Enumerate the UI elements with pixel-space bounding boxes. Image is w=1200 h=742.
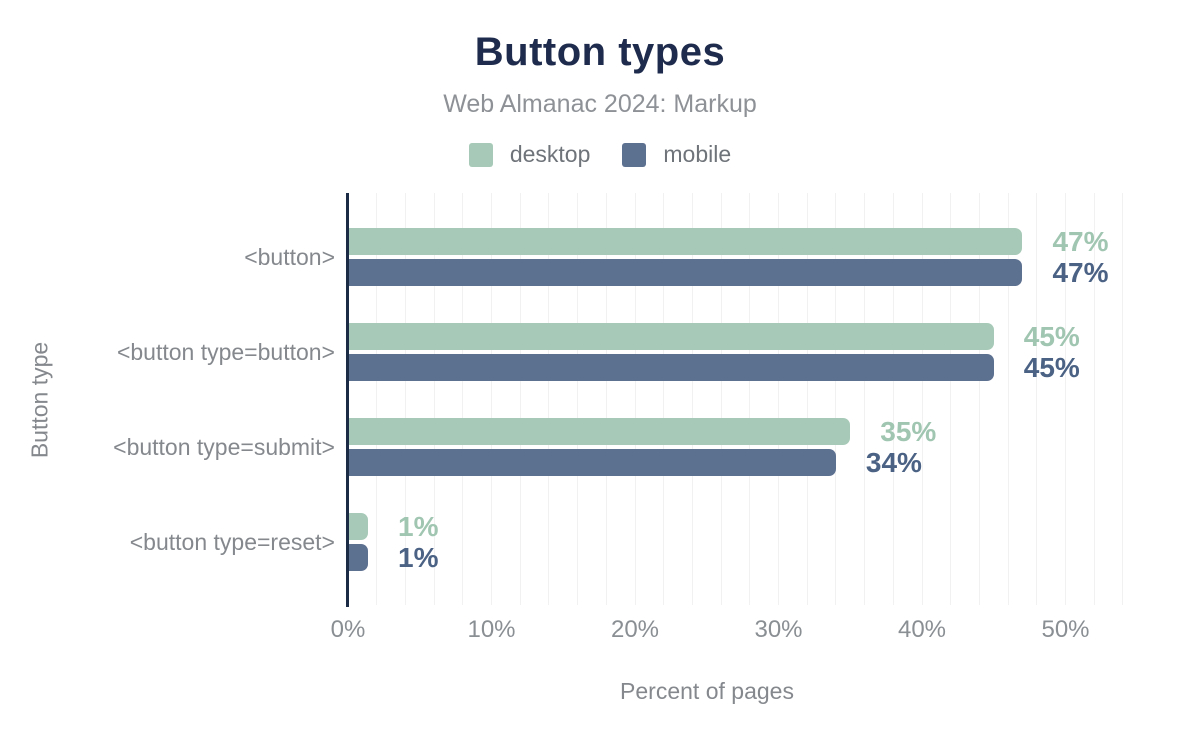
gridline [1007, 193, 1009, 605]
x-tick-label-30%: 30% [754, 616, 803, 643]
mobile-bar-0[interactable] [348, 259, 1023, 286]
desktop-bar-2[interactable] [348, 418, 851, 445]
gridline [921, 193, 923, 605]
plot-area: 47% 47% 45% 45% 35% 34% 1% 1% [348, 193, 1124, 607]
gridline [806, 193, 808, 605]
gridline [778, 193, 779, 605]
desktop-value-label-3: 1% [398, 511, 439, 542]
gridline [605, 193, 607, 605]
x-tick-label-50%: 50% [1041, 616, 1090, 643]
gridline [634, 193, 636, 605]
x-tick-label-20%: 20% [610, 616, 660, 643]
desktop-bar-3[interactable] [348, 513, 368, 540]
gridline [864, 193, 866, 605]
category-label-2: <button type=submit> [113, 434, 335, 460]
mobile-value-label-3: 1% [398, 542, 439, 573]
category-label-3: <button type=reset> [129, 529, 335, 555]
mobile-bar-2[interactable] [348, 449, 836, 476]
legend-item-mobile[interactable]: mobile [622, 141, 731, 168]
gridline [1093, 193, 1095, 605]
desktop-value-label-0: 47% [1052, 226, 1109, 257]
gridline [1065, 193, 1066, 605]
category-label-1: <button type=button> [116, 339, 335, 365]
chart-title: Button types [474, 30, 726, 74]
chart-subtitle: Web Almanac 2024: Markup [443, 90, 757, 118]
mobile-value-label-0: 47% [1052, 257, 1109, 288]
gridline [663, 193, 665, 605]
mobile-value-label-2: 34% [865, 447, 922, 478]
gridline [892, 193, 894, 605]
legend-label-mobile: mobile [663, 141, 732, 167]
gridline [835, 193, 837, 605]
gridline [720, 193, 722, 605]
y-axis-line [346, 193, 349, 607]
gridline [376, 193, 378, 605]
x-tick-label-10%: 10% [467, 616, 516, 643]
gridline [691, 193, 693, 605]
desktop-bar-0[interactable] [348, 228, 1023, 255]
gridline [491, 193, 492, 605]
legend-item-desktop[interactable]: desktop [468, 141, 591, 168]
gridline [577, 193, 579, 605]
gridline [519, 193, 521, 605]
x-tick-label-40%: 40% [897, 616, 947, 643]
mobile-swatch-icon [622, 142, 647, 167]
gridline [1036, 193, 1038, 605]
legend-label-desktop: desktop [509, 141, 591, 167]
gridline [462, 193, 464, 605]
mobile-value-label-1: 45% [1023, 352, 1080, 383]
desktop-value-label-2: 35% [880, 416, 937, 447]
mobile-bar-3[interactable] [348, 544, 368, 571]
desktop-swatch-icon [468, 142, 493, 167]
desktop-value-label-1: 45% [1023, 321, 1080, 352]
gridline [548, 193, 550, 605]
gridline [950, 193, 952, 605]
gridline [404, 193, 406, 605]
x-tick-label-0%: 0% [330, 616, 366, 643]
legend: desktop mobile [0, 141, 1200, 168]
category-label-0: <button> [244, 244, 335, 270]
desktop-bar-1[interactable] [348, 323, 994, 350]
mobile-bar-1[interactable] [348, 354, 994, 381]
gridline [1122, 193, 1124, 605]
gridline [749, 193, 751, 605]
gridline [978, 193, 980, 605]
x-axis-title: Percent of pages [620, 678, 794, 704]
gridline [433, 193, 435, 605]
